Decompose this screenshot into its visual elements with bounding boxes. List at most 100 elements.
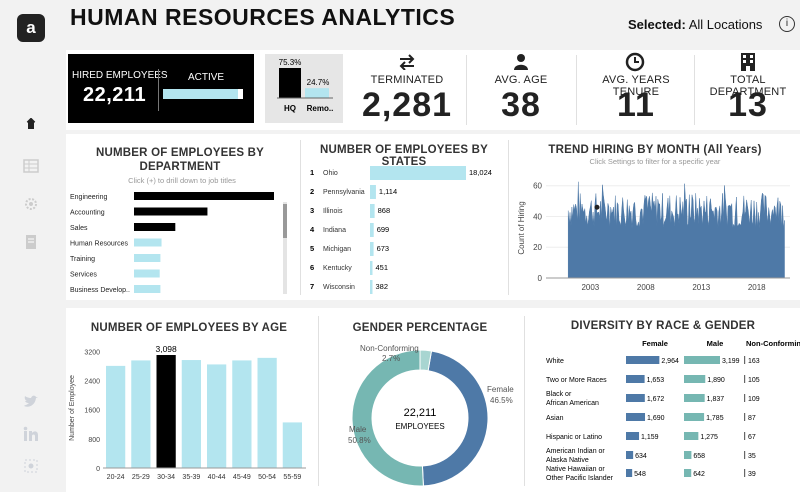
state-label: Pennsylvania: [323, 189, 365, 196]
diversity-category-label: Native Hawaiian or: [546, 466, 605, 473]
document-icon[interactable]: [23, 234, 39, 250]
male-bar: [684, 469, 692, 477]
state-rank: 6: [310, 263, 314, 272]
nonconforming-bar: [744, 413, 746, 421]
info-icon[interactable]: i: [779, 16, 795, 32]
scrollbar-track: [283, 202, 287, 294]
age-bar: [106, 365, 126, 468]
age-highlight-label: 3,098: [155, 344, 177, 354]
nonconforming-value-label: 105: [748, 377, 760, 384]
state-rank: 2: [310, 187, 314, 196]
department-bar: [134, 207, 208, 216]
trend-chart-panel: TREND HIRING BY MONTH (All Years) Click …: [510, 136, 800, 298]
female-column-header: Female: [642, 339, 668, 348]
gender-donut-chart[interactable]: 22,211 EMPLOYEES Female 46.5% Male 50.8% Non-C…: [320, 336, 520, 492]
age-bar: [257, 357, 277, 468]
settings-icon[interactable]: [23, 196, 39, 212]
trend-x-tick: 2018: [748, 283, 766, 292]
building-icon: [741, 53, 755, 71]
male-bar: [684, 413, 705, 421]
state-rank: 4: [310, 225, 315, 234]
diversity-table-chart[interactable]: Female Male Non-Conforming White 2,964 3,199 1…: [526, 336, 800, 492]
age-bar-chart[interactable]: 0 800 1600 2400 3200 Number of Employee 20-24 2…: [66, 338, 312, 492]
department-label: Training: [70, 256, 95, 263]
female-bar: [626, 469, 633, 477]
female-bar: [626, 413, 646, 421]
nonconforming-bar: [744, 356, 746, 364]
female-value-label: 1,159: [641, 434, 659, 441]
department-bar: [134, 238, 162, 247]
state-rank: 1: [310, 168, 314, 177]
departments-card: TOTAL DEPARTMENT 13: [696, 52, 800, 126]
diversity-chart-panel: DIVERSITY BY RACE & GENDER Female Male Non…: [526, 310, 800, 492]
state-bar: [370, 166, 466, 180]
nonconforming-value-label: 39: [748, 471, 756, 478]
hired-employees-card[interactable]: HIRED EMPLOYEES 22,211 ACTIVE: [68, 54, 254, 123]
trend-y-tick: 40: [533, 212, 542, 221]
age-bar: [131, 360, 151, 468]
age-bar: [282, 422, 302, 468]
scrollbar-thumb: [283, 204, 287, 238]
location-split-card[interactable]: 75.3% 24.7% HQ Remo..: [265, 54, 343, 123]
hiring-trend-chart[interactable]: 0 20 40 60 2003 2008 2013 2018 Count of Hiring: [510, 166, 800, 298]
selected-label: Selected:: [628, 17, 686, 32]
state-label: Wisconsin: [323, 284, 355, 291]
state-rank: 5: [310, 244, 314, 253]
gender-center-label: EMPLOYEES: [395, 422, 444, 431]
diversity-category-label-cont: Other Pacific Islander: [546, 475, 614, 482]
department-chart-subtitle: Click (+) to drill down to job titles: [128, 176, 236, 185]
state-rank: 3: [310, 206, 314, 215]
nonconforming-bar: [744, 394, 746, 402]
state-bar: [370, 280, 373, 294]
age-y-tick: 1600: [84, 408, 100, 415]
age-x-tick: 50-54: [258, 474, 276, 481]
states-chart-title: NUMBER OF EMPLOYEES BY STATES: [320, 144, 488, 168]
swap-arrows-icon: [399, 54, 415, 70]
female-value-label: 1,690: [647, 415, 665, 422]
male-value-label: 658: [693, 453, 705, 460]
nonconforming-bar: [744, 451, 746, 459]
state-bar: [370, 204, 375, 218]
trend-chart-title: TREND HIRING BY MONTH (All Years): [548, 144, 762, 156]
state-bar: [370, 261, 373, 275]
dashboard-icon[interactable]: [23, 117, 39, 134]
diversity-chart-title: DIVERSITY BY RACE & GENDER: [570, 320, 756, 332]
sidebar: a: [0, 0, 62, 492]
trend-x-tick: 2013: [692, 283, 710, 292]
department-bar-chart[interactable]: Engineering Accounting Sales Human Resource…: [66, 186, 298, 298]
female-label: Female: [487, 385, 514, 394]
diversity-category-label: Asian: [546, 415, 564, 422]
male-bar: [684, 394, 705, 402]
trend-x-tick: 2003: [581, 283, 599, 292]
remote-label: Remo..: [307, 104, 334, 113]
age-y-tick: 800: [88, 437, 100, 444]
twitter-icon[interactable]: [23, 394, 39, 410]
age-chart-title: NUMBER OF EMPLOYEES BY AGE: [90, 322, 288, 334]
female-bar: [626, 432, 640, 440]
state-bar: [370, 223, 374, 237]
table-icon[interactable]: [23, 158, 39, 174]
age-x-tick: 40-44: [208, 474, 226, 481]
states-chart-panel: NUMBER OF EMPLOYEES BY STATES 1 Ohio 18,02…: [302, 136, 506, 298]
location-filter[interactable]: Selected: All Locations: [628, 17, 762, 32]
app-logo[interactable]: a: [17, 14, 45, 42]
tenure-value: 11: [617, 86, 655, 124]
network-icon[interactable]: [23, 458, 39, 474]
state-value-label: 1,114: [379, 187, 397, 196]
age-x-tick: 30-34: [157, 474, 175, 481]
state-label: Michigan: [323, 246, 351, 253]
clock-icon: [625, 52, 645, 72]
avg-age-label: AVG. AGE: [494, 74, 548, 86]
male-column-header: Male: [707, 339, 724, 348]
linkedin-icon[interactable]: [23, 426, 39, 442]
male-value-label: 642: [693, 471, 705, 478]
state-value-label: 18,024: [469, 168, 492, 177]
trend-area: [567, 181, 785, 279]
states-table-chart[interactable]: 1 Ohio 18,024 2 Pennsylvania 1,114 3 Illinois 86…: [302, 162, 506, 298]
male-bar: [684, 356, 720, 364]
female-value-label: 1,653: [647, 377, 665, 384]
male-label: Male: [349, 425, 367, 434]
state-label: Indiana: [323, 227, 346, 234]
trend-y-tick: 60: [533, 182, 542, 191]
remote-pct-label: 24.7%: [307, 78, 330, 87]
